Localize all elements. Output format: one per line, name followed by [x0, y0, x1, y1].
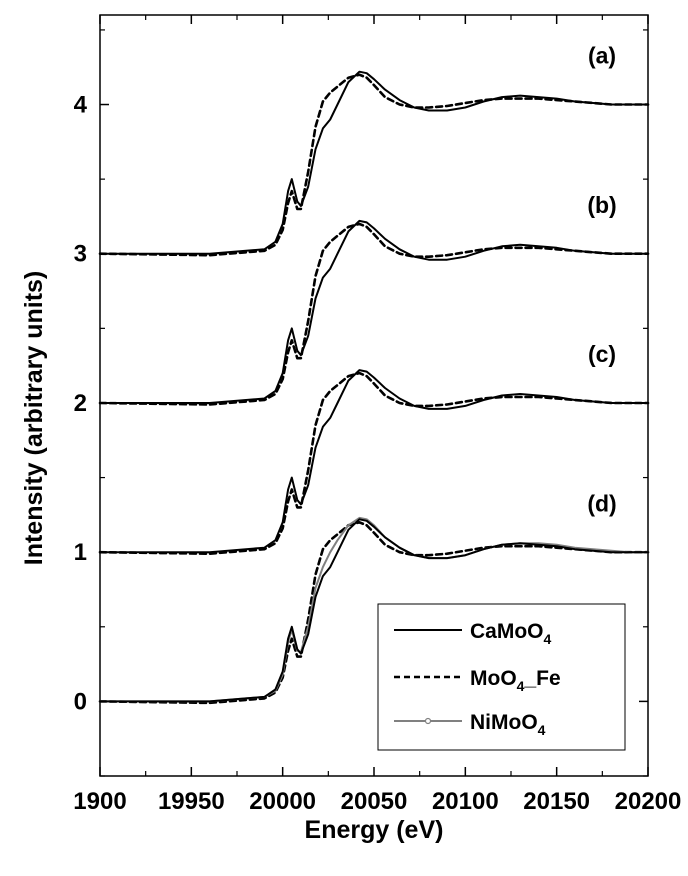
- legend: CaMoO4 MoO4_Fe NiMoO4: [377, 603, 626, 751]
- legend-label-camoo4: CaMoO4: [470, 620, 552, 647]
- legend-label-moo4-fe: MoO4_Fe: [470, 667, 561, 694]
- panel-label: (c): [588, 341, 616, 367]
- y-tick-label: 2: [74, 390, 87, 417]
- series-line-camoo4-offset-1: [99, 369, 649, 554]
- x-tick-label: 20200: [615, 788, 682, 815]
- series-line-moo4_fe-offset-0: [98, 521, 650, 705]
- x-tick-label: 19950: [158, 788, 225, 815]
- legend-marker-nimoo4: [424, 717, 432, 725]
- x-axis-title: Energy (eV): [305, 816, 444, 844]
- panel-label: (d): [587, 490, 616, 516]
- y-tick-label: 4: [74, 92, 88, 119]
- x-tick-label: 20000: [249, 788, 316, 815]
- tick-layer: 1900 19950 20000 20050 20100 20150 20200 0 1 2 3 4: [73, 15, 681, 815]
- x-tick-label: 20150: [523, 788, 590, 815]
- series-line-moo4_fe-offset-3: [98, 73, 650, 257]
- series-line-camoo4-offset-3: [99, 70, 649, 255]
- panel-label-layer: (a) (b) (c) (d): [587, 43, 616, 517]
- series-line-camoo4-offset-0: [99, 518, 649, 703]
- series-line-moo4_fe-offset-1: [98, 371, 650, 555]
- series-layer: [98, 70, 650, 705]
- y-tick-label: 0: [74, 688, 87, 715]
- x-tick-label: 20050: [341, 788, 408, 815]
- series-line-moo4_fe-offset-2: [98, 222, 650, 406]
- panel-label: (b): [587, 192, 616, 218]
- legend-label-nimoo4: NiMoO4: [470, 711, 546, 738]
- y-tick-label: 1: [74, 539, 87, 566]
- x-tick-label: 1900: [73, 788, 126, 815]
- y-axis-title: Intensity (arbitrary units): [20, 271, 48, 566]
- x-tick-label: 20100: [432, 788, 499, 815]
- y-tick-label: 3: [74, 241, 87, 268]
- panel-label: (a): [588, 43, 616, 69]
- series-line-camoo4-offset-2: [99, 219, 649, 404]
